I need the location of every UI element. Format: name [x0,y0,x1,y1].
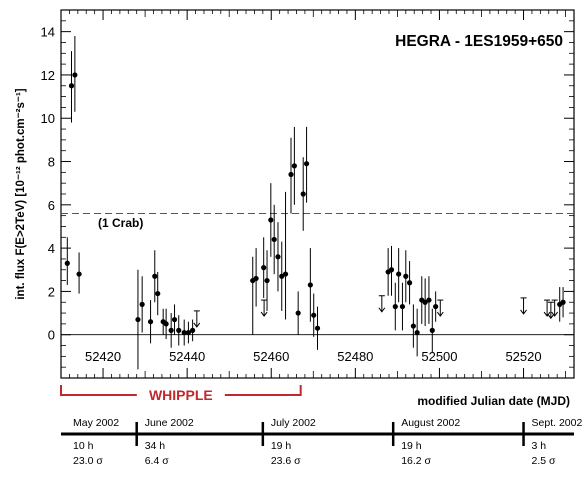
y-tick-label: 0 [48,328,55,343]
y-axis-label: int. flux F(E>2TeV) [10⁻¹² phot.cm⁻²s⁻¹] [15,88,27,299]
timeline-significance-label: 23.6 σ [271,455,301,467]
data-point [288,171,294,178]
data-point [396,271,402,277]
upper-limit-arrow [547,313,555,320]
upper-limit-arrow [520,309,527,315]
data-point [295,310,301,316]
data-point [190,327,196,333]
x-axis-label: modified Julian date (MJD) [417,394,570,408]
timeline-hours-label: 10 h [73,440,94,452]
crab-reference-label: (1 Crab) [98,216,143,230]
data-point [303,161,310,167]
data-point [176,327,182,333]
data-point [392,303,398,310]
data-point [64,260,70,266]
timeline-significance-label: 6.4 σ [145,455,170,467]
x-tick-label: 52460 [253,349,289,364]
data-point [147,319,154,325]
data-point [282,271,289,277]
data-point [388,267,395,273]
data-point [433,303,439,310]
upper-limit-arrow [260,311,268,317]
axes-ticks: 0 2 4 6 8 10 12 14 52420 52440 52460 52480 52500 5252… [41,9,575,378]
observation-timeline: May 2002 10 h 23.0 σ June 2002 34 h 6.4 σ July… [61,417,582,467]
upper-limit-arrow [378,307,386,313]
y-tick-label: 4 [48,241,55,256]
timeline-significance-label: 23.0 σ [73,455,103,467]
whipple-label: WHIPPLE [149,387,213,403]
timeline-month-label: Sept. 2002 [532,417,583,429]
timeline-month-label: June 2002 [145,417,194,429]
timeline-month-label: May 2002 [73,417,119,429]
upper-limit-arrow [551,311,559,317]
data-point [181,329,187,336]
y-tick-label: 2 [48,284,55,299]
x-tick-label: 52420 [85,349,121,364]
data-point [314,325,321,331]
data-point [253,275,259,282]
timeline-hours-label: 34 h [145,440,166,452]
data-point [171,316,178,323]
data-point [72,72,78,78]
data-point [68,83,75,89]
data-point [399,303,406,310]
data-point [279,273,285,279]
data-point [185,329,192,336]
y-tick-label: 8 [48,155,55,170]
timeline-month-label: July 2002 [271,417,316,429]
data-point [429,327,435,333]
data-point [307,282,313,288]
timeline-hours-label: 19 h [271,440,292,452]
data-point [264,277,270,284]
x-tick-label: 52440 [169,349,205,364]
whipple-label-background [136,386,225,404]
data-point [403,273,409,279]
data-point [406,280,413,286]
data-point [152,273,158,279]
chart-title: HEGRA - 1ES1959+650 [395,33,563,50]
timeline-month-label: August 2002 [401,417,460,429]
data-point [300,191,306,197]
data-point [422,299,428,305]
y-tick-label: 6 [48,198,55,213]
data-point [426,297,432,303]
data-point [163,321,169,327]
data-point [410,323,416,329]
timeline-hours-label: 19 h [401,440,422,452]
data-point [271,236,277,243]
data-point [311,312,317,318]
y-tick-label: 10 [41,111,55,126]
upper-limit-arrow [436,311,444,317]
timeline-significance-label: 2.5 σ [532,455,557,467]
data-point [135,316,141,323]
data-point [268,217,274,223]
data-points [64,35,566,370]
y-tick-label: 12 [41,68,55,83]
data-point [139,301,145,307]
whipple-bracket: WHIPPLE [60,385,302,404]
y-tick-label: 14 [41,25,55,40]
x-tick-label: 52520 [505,349,541,364]
data-point [414,329,420,336]
data-point [261,265,267,271]
data-point [155,290,161,297]
data-point [275,254,281,260]
timeline-hours-label: 3 h [532,440,547,452]
upper-limit-arrow [543,311,551,317]
data-point [560,299,566,305]
upper-limit-arrow [193,322,201,328]
x-tick-label: 52500 [421,349,457,364]
data-point [76,271,82,277]
data-point [291,163,297,169]
data-point [168,327,174,333]
timeline-significance-label: 16.2 σ [401,455,431,467]
x-tick-label: 52480 [337,349,373,364]
